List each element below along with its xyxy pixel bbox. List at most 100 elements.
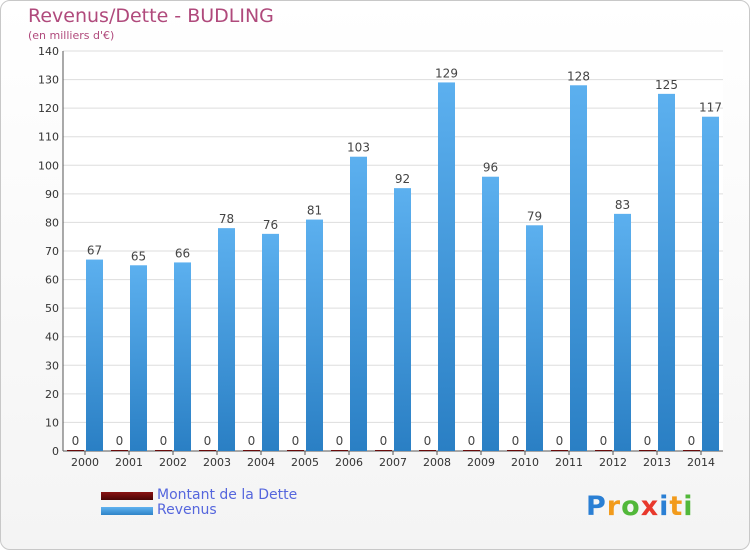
data-label-revenus: 66: [175, 246, 190, 260]
legend-swatch-revenus: [101, 507, 153, 515]
bar-dette: [551, 450, 568, 451]
bar-revenus: [218, 228, 235, 451]
bar-revenus: [130, 265, 147, 451]
bar-revenus: [702, 116, 719, 451]
data-label-dette: 0: [72, 434, 80, 448]
bar-revenus: [526, 225, 543, 451]
bar-revenus: [658, 93, 675, 451]
logo-letter: P: [586, 491, 607, 522]
bar-dette: [595, 450, 612, 451]
data-label-revenus: 128: [567, 69, 590, 83]
bar-dette: [199, 450, 216, 451]
bar-revenus: [86, 259, 103, 451]
data-label-revenus: 103: [347, 141, 370, 155]
logo-letter: t: [669, 491, 684, 522]
bar-revenus: [614, 213, 631, 451]
y-tick-label: 10: [45, 416, 59, 429]
data-label-dette: 0: [600, 434, 608, 448]
y-tick-label: 110: [38, 131, 59, 144]
logo-letter: x: [640, 491, 660, 522]
data-label-dette: 0: [512, 434, 520, 448]
bar-dette: [331, 450, 348, 451]
x-tick-label: 2012: [599, 456, 627, 469]
bar-dette: [67, 450, 84, 451]
logo-letter: r: [606, 491, 622, 522]
legend-label-dette: Montant de la Dette: [157, 487, 298, 503]
bar-revenus: [394, 188, 411, 451]
legend-label-revenus: Revenus: [157, 502, 217, 518]
data-label-dette: 0: [336, 434, 344, 448]
data-label-dette: 0: [556, 434, 564, 448]
bar-revenus: [262, 233, 279, 451]
data-label-revenus: 67: [87, 244, 102, 258]
logo-letter: i: [683, 491, 694, 522]
data-label-dette: 0: [160, 434, 168, 448]
y-tick-label: 80: [45, 216, 59, 229]
data-label-revenus: 83: [615, 198, 630, 212]
data-label-revenus: 78: [219, 212, 234, 226]
data-label-dette: 0: [248, 434, 256, 448]
data-label-dette: 0: [116, 434, 124, 448]
y-tick-label: 60: [45, 274, 59, 287]
x-tick-label: 2003: [203, 456, 231, 469]
x-tick-label: 2014: [687, 456, 715, 469]
bar-dette: [375, 450, 392, 451]
data-label-dette: 0: [644, 434, 652, 448]
y-tick-label: 0: [52, 445, 59, 458]
x-tick-label: 2013: [643, 456, 671, 469]
y-tick-label: 100: [38, 159, 59, 172]
x-tick-label: 2007: [379, 456, 407, 469]
x-tick-label: 2011: [555, 456, 583, 469]
data-label-revenus: 79: [527, 209, 542, 223]
x-tick-label: 2001: [115, 456, 143, 469]
logo-letter: i: [659, 491, 670, 522]
data-label-dette: 0: [292, 434, 300, 448]
legend-swatch-dette: [101, 492, 153, 500]
x-tick-label: 2004: [247, 456, 275, 469]
data-label-dette: 0: [204, 434, 212, 448]
y-tick-label: 120: [38, 102, 59, 115]
data-label-dette: 0: [424, 434, 432, 448]
y-tick-label: 30: [45, 359, 59, 372]
x-tick-label: 2008: [423, 456, 451, 469]
bar-dette: [463, 450, 480, 451]
bar-revenus: [438, 82, 455, 451]
data-label-revenus: 92: [395, 172, 410, 186]
bar-dette: [243, 450, 260, 451]
data-label-dette: 0: [380, 434, 388, 448]
data-label-revenus: 117: [699, 101, 722, 115]
data-label-revenus: 96: [483, 161, 498, 175]
bar-revenus: [570, 85, 587, 452]
data-label-dette: 0: [468, 434, 476, 448]
y-tick-label: 140: [38, 45, 59, 58]
y-tick-label: 50: [45, 302, 59, 315]
bar-revenus: [306, 219, 323, 451]
data-label-revenus: 125: [655, 78, 678, 92]
data-label-revenus: 76: [263, 218, 278, 232]
bar-revenus: [350, 156, 367, 451]
x-tick-label: 2009: [467, 456, 495, 469]
x-tick-label: 2000: [71, 456, 99, 469]
data-label-dette: 0: [688, 434, 696, 448]
bar-revenus: [482, 176, 499, 451]
y-tick-label: 20: [45, 388, 59, 401]
x-tick-label: 2010: [511, 456, 539, 469]
chart-title: Revenus/Dette - BUDLING: [28, 5, 274, 27]
bar-dette: [639, 450, 656, 451]
bar-dette: [155, 450, 172, 451]
bar-dette: [287, 450, 304, 451]
y-tick-label: 40: [45, 331, 59, 344]
chart-subtitle: (en milliers d'€): [28, 29, 115, 42]
y-tick-label: 70: [45, 245, 59, 258]
y-tick-label: 130: [38, 74, 59, 87]
bar-revenus: [174, 262, 191, 451]
y-tick-label: 90: [45, 188, 59, 201]
logo-letter: o: [621, 491, 641, 522]
x-tick-label: 2005: [291, 456, 319, 469]
x-tick-label: 2002: [159, 456, 187, 469]
bar-dette: [419, 450, 436, 451]
proxiti-logo: Proxiti: [586, 491, 694, 522]
data-label-revenus: 129: [435, 66, 458, 80]
data-label-revenus: 81: [307, 204, 322, 218]
